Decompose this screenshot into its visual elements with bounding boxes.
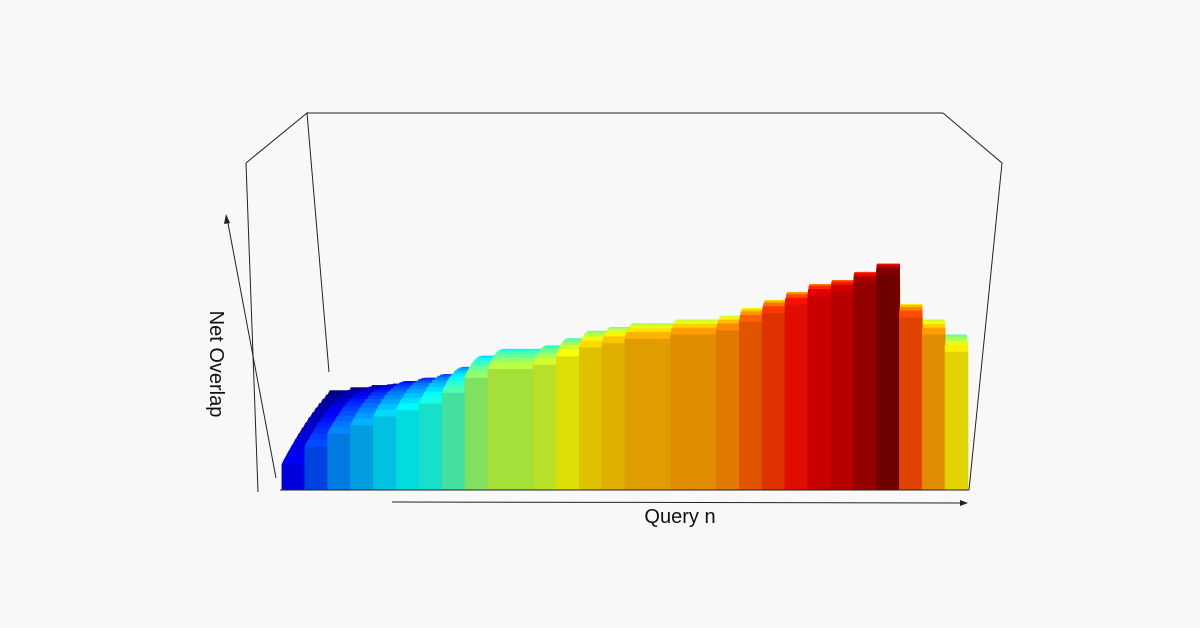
bar-top-face [624, 332, 650, 340]
bar-top-face [510, 362, 537, 370]
x-axis-arrow [391, 501, 967, 504]
bar-front-face [350, 425, 374, 491]
box-left-vertical [245, 162, 259, 493]
bar-front-face [784, 304, 809, 491]
bar-front-face [418, 403, 443, 491]
bar-front-face [761, 313, 786, 491]
bar-top-face [670, 327, 696, 336]
bar-front-face [876, 274, 900, 491]
bar-front-face [716, 330, 740, 491]
bar-top-face [418, 396, 446, 405]
bar-front-face [510, 369, 534, 491]
bar-top-face [830, 284, 855, 293]
bar-top-face [578, 340, 605, 349]
bar-front-face [830, 291, 855, 491]
bar-front-face [921, 334, 946, 491]
bar-top-face [395, 403, 423, 411]
bar-front-face [693, 334, 717, 491]
box-back-left-edge [245, 112, 330, 373]
bar-front-face [670, 334, 694, 491]
bar-top-face [533, 357, 559, 366]
bar-top-face [876, 267, 900, 275]
bar-top-face [281, 457, 309, 465]
z-axis-arrow [226, 217, 277, 479]
bar-front-face [738, 321, 763, 491]
bar-top-face [784, 297, 809, 306]
bar-top-face [716, 323, 741, 331]
bar-front-face [281, 463, 306, 491]
bar-front-face [487, 369, 512, 491]
bar-front-face [441, 392, 466, 491]
bar-front-face [373, 416, 397, 491]
bar-front-face [578, 347, 603, 491]
bar-top-face [944, 345, 969, 353]
bar-top-face [647, 332, 673, 340]
bar-top-face [373, 409, 400, 418]
bars-layer [281, 263, 969, 491]
bar-front-face [807, 295, 832, 491]
bar-front-face [556, 356, 580, 491]
bar-front-face [944, 351, 969, 491]
bar-top-face [807, 289, 832, 297]
z-axis-arrowhead [224, 214, 230, 224]
x-axis-title: Query n [644, 506, 715, 528]
box-back-right-edge [942, 112, 1003, 491]
bar-top-face [693, 327, 718, 336]
bar-top-face [350, 418, 377, 426]
bar-top-face [899, 310, 923, 319]
bar-top-face [853, 276, 878, 284]
bar-top-face [327, 426, 355, 435]
bar-front-face [601, 343, 626, 491]
bar-top-face [738, 314, 764, 323]
bar-front-face [899, 317, 923, 491]
bar-front-face [853, 282, 877, 491]
bar-top-face [304, 439, 332, 448]
bar-front-face [304, 446, 329, 491]
bounding-box [245, 112, 1003, 493]
bar-front-face [464, 377, 489, 491]
bar-front-face [395, 409, 420, 491]
bar-top-face [601, 336, 627, 344]
bar-top-face [464, 370, 491, 379]
axes-layer: Query n Net Overlap [205, 214, 968, 528]
bar-front-face [624, 338, 649, 491]
z-axis-title: Net Overlap [205, 311, 227, 418]
bar-front-face [647, 338, 672, 491]
x-axis-arrowhead [960, 500, 968, 506]
bar-front-face [533, 364, 557, 491]
bar-top-face [761, 306, 787, 314]
bar-top-face [441, 385, 468, 394]
bar-top-face [921, 327, 946, 336]
bar-front-face [327, 433, 351, 491]
bar-top-face [556, 349, 582, 357]
bar-top-face [487, 362, 514, 370]
